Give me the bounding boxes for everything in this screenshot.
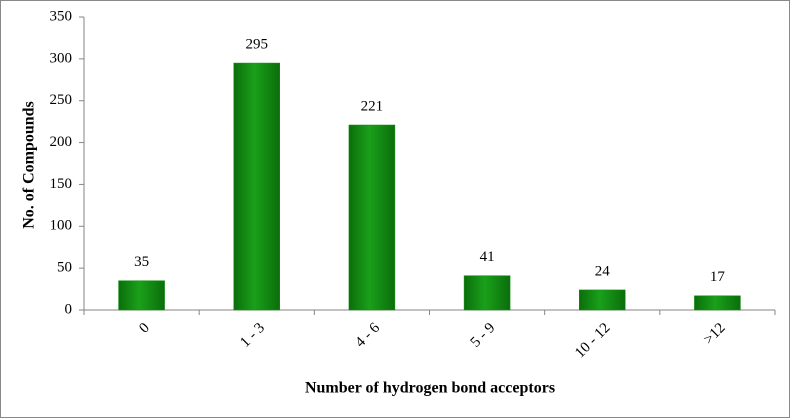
y-tick-label: 200 — [50, 134, 73, 150]
bar — [233, 62, 280, 311]
bar — [463, 275, 511, 311]
x-axis-title: Number of hydrogen bond acceptors — [305, 380, 555, 397]
y-tick-label: 250 — [50, 92, 73, 108]
y-tick-label: 0 — [65, 301, 73, 317]
y-tick-label: 300 — [50, 50, 73, 66]
data-label: 295 — [246, 36, 269, 52]
data-label: 24 — [595, 263, 611, 279]
bar — [579, 289, 626, 311]
data-label: 35 — [134, 254, 149, 270]
y-tick-label: 50 — [57, 260, 72, 276]
data-label: 17 — [710, 269, 726, 285]
data-label: 221 — [361, 98, 384, 114]
y-axis-title: No. of Compounds — [21, 101, 38, 229]
bar — [694, 295, 741, 311]
y-tick-label: 350 — [50, 8, 73, 24]
data-label: 41 — [480, 249, 495, 265]
bar — [118, 280, 165, 311]
bar — [348, 124, 396, 311]
y-tick-label: 100 — [50, 218, 73, 234]
y-tick-label: 150 — [50, 176, 73, 192]
